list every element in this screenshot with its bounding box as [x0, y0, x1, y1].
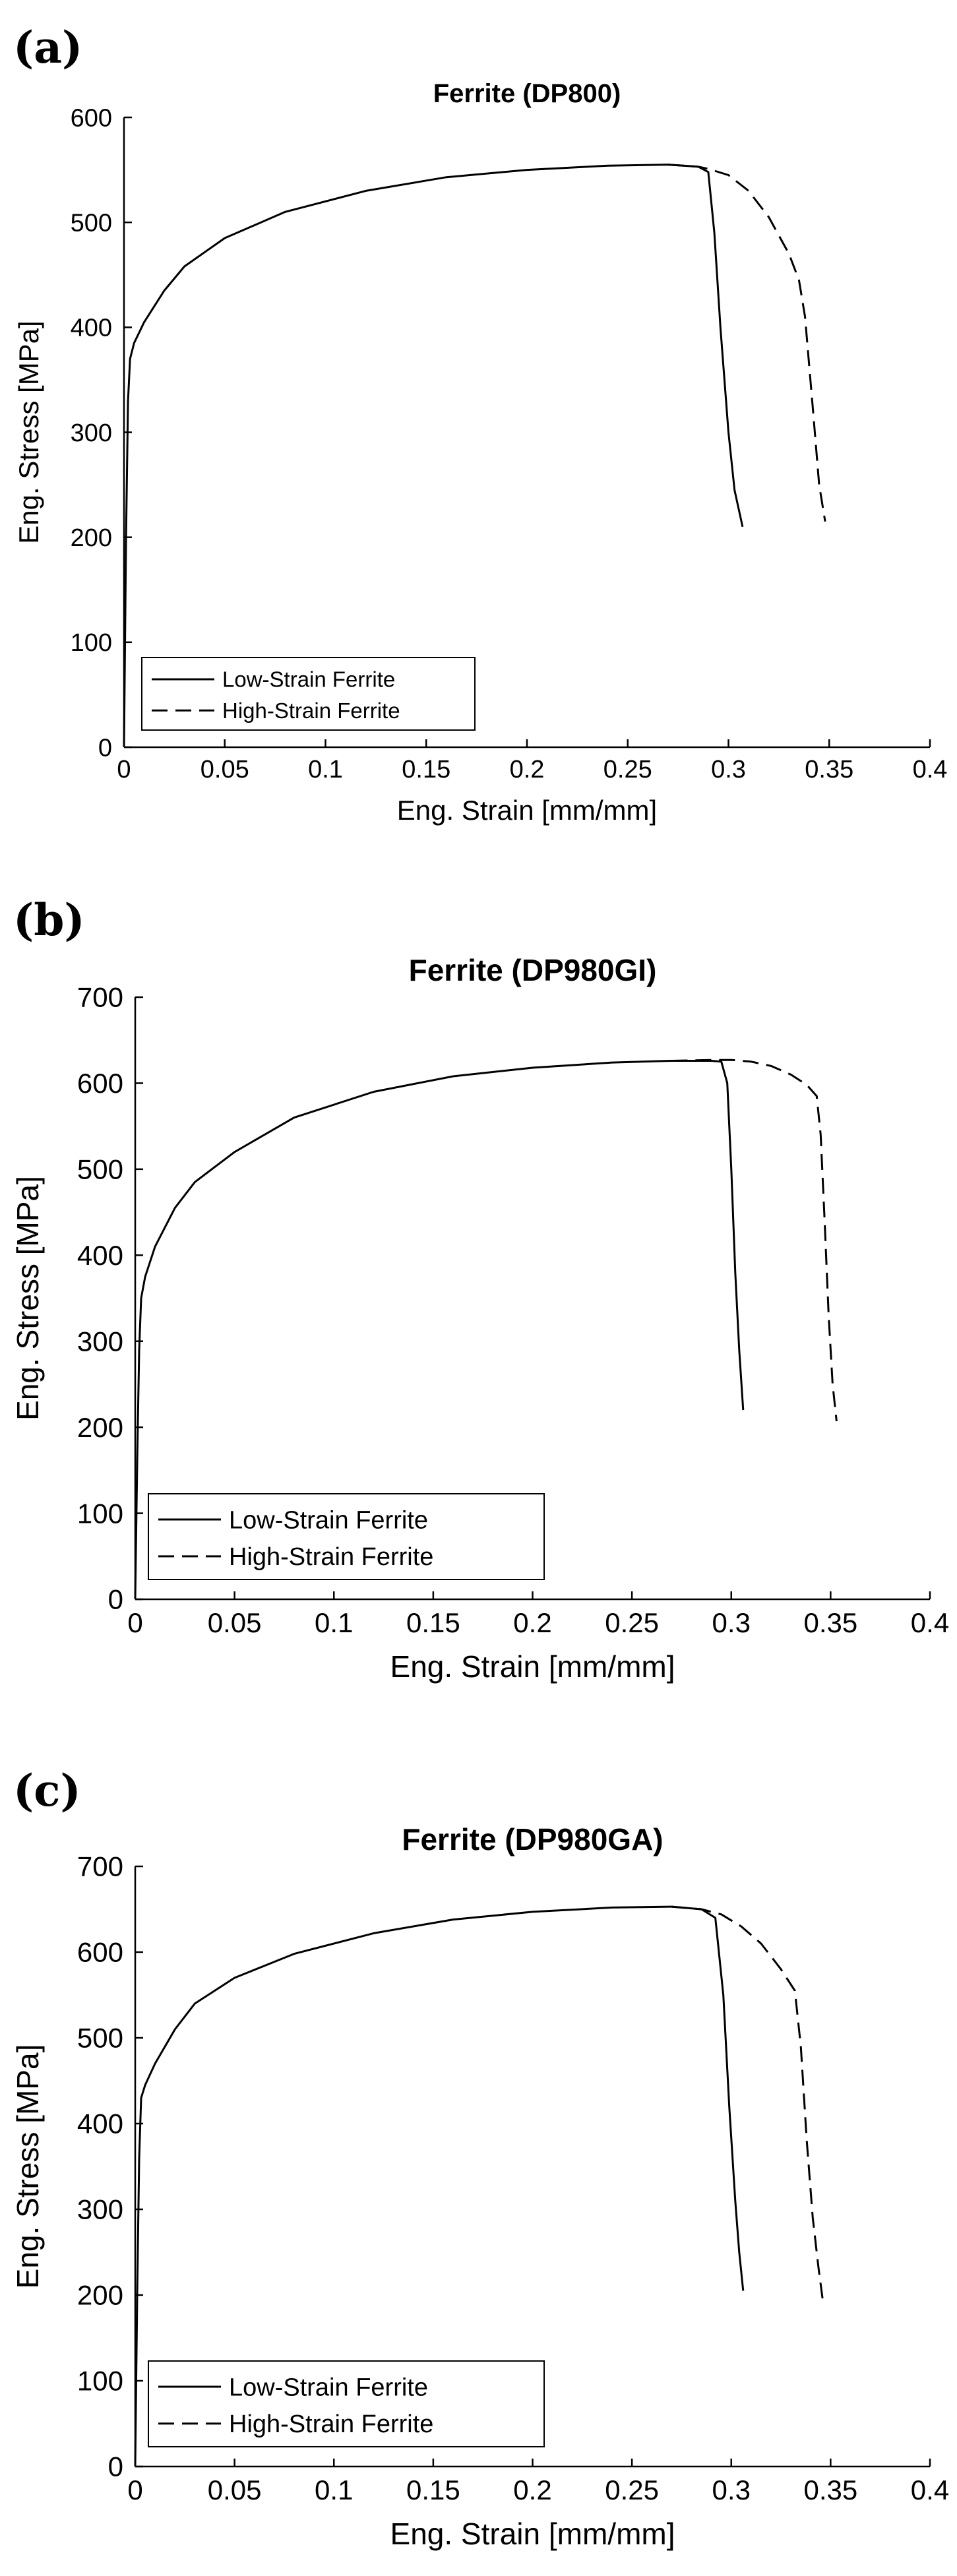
legend-entry: Low-Strain Ferrite — [222, 667, 395, 692]
series-line-high-strain — [671, 1058, 838, 1422]
x-tick-label: 0.2 — [513, 1607, 551, 1638]
y-tick-label: 200 — [77, 2280, 123, 2311]
y-tick-label: 700 — [77, 1851, 123, 1882]
series-line-low-strain — [134, 1060, 745, 1600]
y-axis-label: Eng. Stress [MPa] — [13, 321, 44, 543]
x-tick-label: 0.35 — [804, 1607, 858, 1638]
x-tick-label: 0.05 — [208, 2474, 262, 2505]
legend-box — [148, 1493, 545, 1580]
x-tick-label: 0.2 — [513, 2474, 551, 2505]
y-axis-label: Eng. Stress [MPa] — [11, 2044, 45, 2289]
y-tick-label: 100 — [77, 2366, 123, 2397]
chart-panel: (c) Ferrite (DP980GA) 0 0.05 0.1 0.15 0.2 0.25 0… — [11, 1765, 949, 2551]
series-line-low-strain — [123, 164, 744, 748]
legend-entry: Low-Strain Ferrite — [229, 1506, 428, 1534]
y-tick-label: 0 — [98, 734, 112, 762]
x-tick-label: 0.1 — [315, 2474, 353, 2505]
y-tick-label: 0 — [108, 2451, 123, 2482]
x-tick-label: 0.3 — [712, 1607, 751, 1638]
y-tick-label: 400 — [71, 315, 112, 342]
chart-title: Ferrite (DP980GI) — [409, 953, 657, 987]
legend-entry: High-Strain Ferrite — [229, 2410, 433, 2438]
series-line-high-strain — [671, 1905, 824, 2300]
y-tick-label: 400 — [77, 1240, 123, 1271]
x-tick-label: 0.15 — [406, 1607, 460, 1638]
y-tick-label: 500 — [71, 209, 112, 237]
x-tick-label: 0 — [127, 1607, 142, 1638]
x-axis-label: Eng. Strain [mm/mm] — [390, 1649, 675, 1684]
y-tick-label: 300 — [77, 2194, 123, 2225]
x-tick-label: 0.3 — [711, 756, 746, 783]
y-tick-label: 200 — [71, 524, 112, 552]
x-tick-label: 0.35 — [805, 756, 853, 783]
series-line-low-strain — [134, 1905, 745, 2467]
y-tick-label: 0 — [108, 1584, 123, 1615]
y-tick-label: 200 — [77, 1412, 123, 1443]
x-axis-label: Eng. Strain [mm/mm] — [390, 2517, 675, 2551]
y-tick-label: 100 — [71, 629, 112, 657]
x-tick-label: 0 — [117, 756, 131, 783]
panel-label: (c) — [13, 1765, 81, 1816]
x-tick-label: 0.4 — [913, 756, 948, 783]
legend-box — [141, 657, 476, 731]
legend-entry: Low-Strain Ferrite — [229, 2374, 428, 2401]
legend: Low-Strain Ferrite High-Strain Ferrite — [148, 1493, 545, 1580]
x-tick-label: 0.25 — [603, 756, 652, 783]
x-tick-label: 0 — [127, 2474, 142, 2505]
x-tick-label: 0.05 — [208, 1607, 262, 1638]
series-line-high-strain — [667, 164, 826, 522]
legend-box — [148, 2360, 545, 2447]
y-tick-label: 600 — [71, 104, 112, 132]
legend-entry: High-Strain Ferrite — [222, 698, 400, 723]
y-axis-label: Eng. Stress [MPa] — [11, 1176, 45, 1421]
y-tick-label: 100 — [77, 1498, 123, 1529]
chart-panel: (b) Ferrite (DP980GI) 0 0.05 0.1 0.15 0.2 0.25 0… — [11, 894, 949, 1684]
y-tick-label: 300 — [77, 1326, 123, 1357]
x-tick-label: 0.1 — [315, 1607, 353, 1638]
y-tick-label: 500 — [77, 1154, 123, 1185]
y-tick-label: 500 — [77, 2023, 123, 2054]
y-tick-label: 700 — [77, 982, 123, 1013]
x-tick-label: 0.25 — [605, 1607, 659, 1638]
x-tick-label: 0.4 — [911, 2474, 949, 2505]
x-tick-label: 0.2 — [510, 756, 545, 783]
chart-title: Ferrite (DP800) — [433, 79, 621, 108]
x-axis-label: Eng. Strain [mm/mm] — [397, 795, 657, 826]
panel-label: (a) — [13, 22, 82, 73]
x-tick-label: 0.35 — [804, 2474, 858, 2505]
x-tick-label: 0.05 — [201, 756, 249, 783]
x-tick-label: 0.4 — [911, 1607, 949, 1638]
y-tick-label: 400 — [77, 2108, 123, 2139]
legend: Low-Strain Ferrite High-Strain Ferrite — [141, 657, 476, 731]
legend-entry: High-Strain Ferrite — [229, 1543, 433, 1571]
y-tick-label: 300 — [71, 419, 112, 447]
x-tick-label: 0.25 — [605, 2474, 659, 2505]
y-tick-label: 600 — [77, 1937, 123, 1968]
legend: Low-Strain Ferrite High-Strain Ferrite — [148, 2360, 545, 2447]
y-tick-label: 600 — [77, 1068, 123, 1099]
chart-panel: (a) Ferrite (DP800) 0 0.05 0.1 0.15 0.2 0.25 0.3… — [13, 22, 947, 826]
x-tick-label: 0.15 — [406, 2474, 460, 2505]
x-tick-label: 0.3 — [712, 2474, 751, 2505]
chart-title: Ferrite (DP980GA) — [402, 1822, 663, 1856]
x-tick-label: 0.1 — [308, 756, 343, 783]
x-tick-label: 0.15 — [402, 756, 450, 783]
panel-label: (b) — [13, 894, 85, 946]
